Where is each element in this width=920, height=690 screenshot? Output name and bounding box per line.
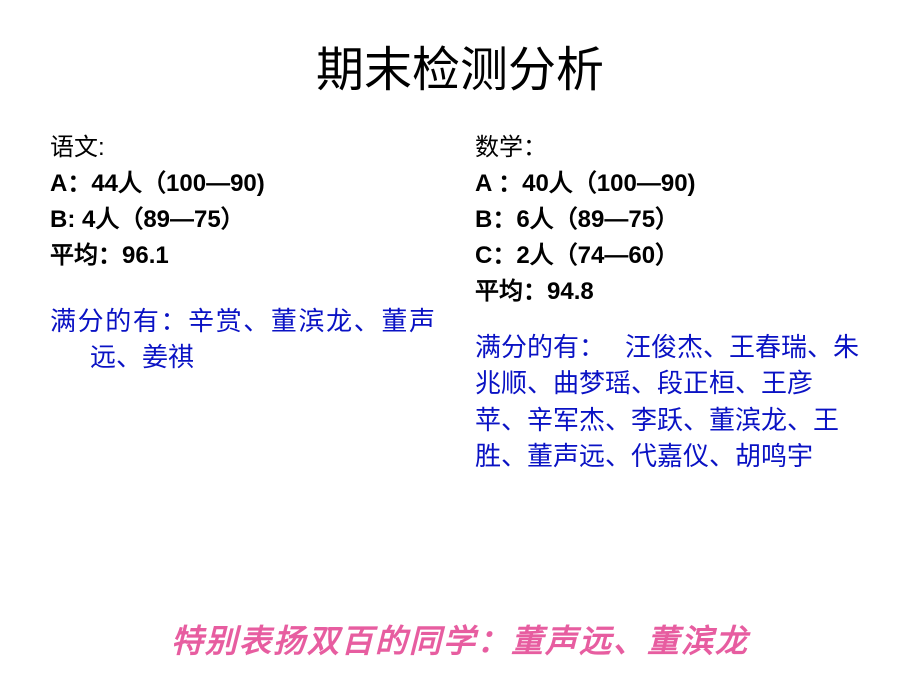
chinese-stats: 语文: A：44人（100—90) B: 4人（89—75） 平均：96.1 <box>50 130 445 274</box>
math-grade-c: C：2人（74—60） <box>475 238 870 274</box>
chinese-label: 语文: <box>50 130 445 166</box>
math-grade-b: B：6人（89—75） <box>475 202 870 238</box>
math-average: 平均：94.8 <box>475 274 870 310</box>
math-fullscore: 满分的有：汪俊杰、王春瑞、朱兆顺、曲梦瑶、段正桓、王彦苹、辛军杰、李跃、董滨龙、… <box>475 330 870 476</box>
chinese-full-label: 满分的有： <box>50 307 188 336</box>
math-full-label: 满分的有： <box>475 333 605 362</box>
page-title: 期末检测分析 <box>50 30 870 100</box>
math-label: 数学： <box>475 130 870 166</box>
slide-container: 期末检测分析 语文: A：44人（100—90) B: 4人（89—75） 平均… <box>0 0 920 690</box>
chinese-fullscore-text: 满分的有：辛赏、董滨龙、董声远、姜祺 <box>50 304 435 377</box>
math-grade-a: A ：40人（100—90) <box>475 166 870 202</box>
math-column: 数学： A ：40人（100—90) B：6人（89—75） C：2人（74—6… <box>475 130 870 476</box>
chinese-grade-b: B: 4人（89—75） <box>50 202 445 238</box>
math-fullscore-text: 满分的有：汪俊杰、王春瑞、朱兆顺、曲梦瑶、段正桓、王彦苹、辛军杰、李跃、董滨龙、… <box>475 330 860 476</box>
chinese-average: 平均：96.1 <box>50 238 445 274</box>
math-stats: 数学： A ：40人（100—90) B：6人（89—75） C：2人（74—6… <box>475 130 870 310</box>
chinese-grade-a: A：44人（100—90) <box>50 166 445 202</box>
chinese-column: 语文: A：44人（100—90) B: 4人（89—75） 平均：96.1 满… <box>50 130 445 476</box>
footer-praise: 特别表扬双百的同学：董声远、董滨龙 <box>0 616 920 662</box>
columns-wrapper: 语文: A：44人（100—90) B: 4人（89—75） 平均：96.1 满… <box>50 130 870 476</box>
chinese-fullscore: 满分的有：辛赏、董滨龙、董声远、姜祺 <box>50 304 445 377</box>
